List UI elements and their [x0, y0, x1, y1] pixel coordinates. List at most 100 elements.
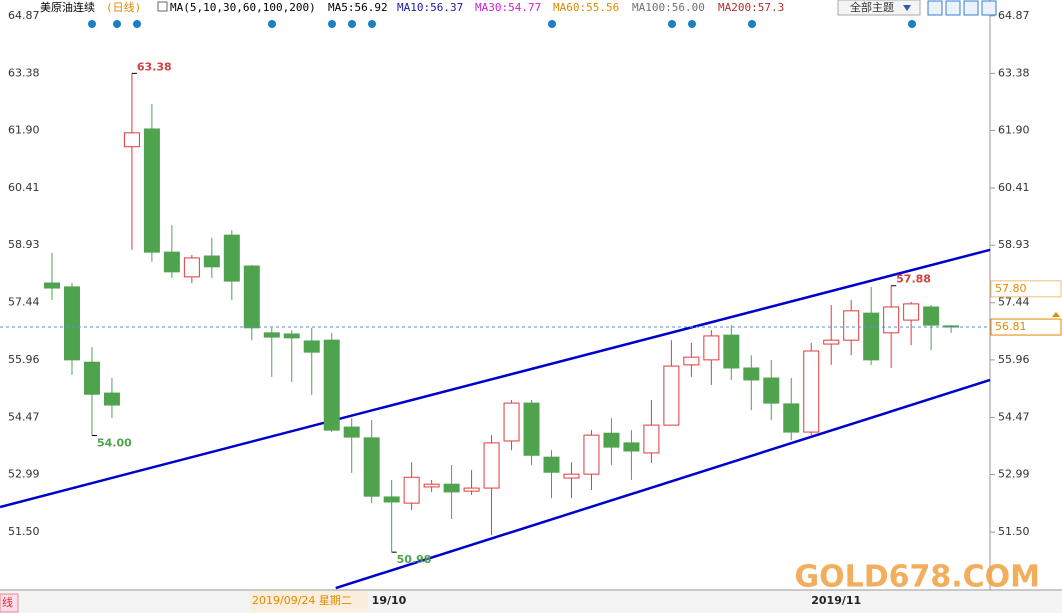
- candle-body: [843, 310, 860, 341]
- candle-body: [463, 487, 480, 492]
- price-arrow: [1052, 312, 1060, 318]
- icon-button[interactable]: [945, 0, 961, 16]
- y-tick-label: 63.38: [8, 66, 40, 79]
- event-dot[interactable]: [368, 20, 376, 28]
- candle-body: [323, 339, 340, 431]
- candle-body: [483, 442, 500, 489]
- left-tab[interactable]: 线: [2, 595, 13, 609]
- marker-label: 57.80: [995, 282, 1027, 295]
- y-tick-label: 58.93: [8, 238, 40, 251]
- price-box: [990, 318, 1062, 336]
- ma-legend: MA10:56.37: [397, 1, 463, 14]
- y-tick-label: 52.99: [8, 468, 40, 481]
- y-tick-label: 60.41: [8, 181, 40, 194]
- candle-body: [683, 356, 700, 366]
- candle-body: [723, 334, 740, 369]
- candle-body: [83, 361, 100, 395]
- event-dot[interactable]: [908, 20, 916, 28]
- icon-button[interactable]: [927, 0, 943, 16]
- indicator[interactable]: MA(5,10,30,60,100,200): [170, 1, 316, 14]
- candle-body: [143, 128, 160, 253]
- candle-body: [303, 340, 320, 353]
- icon-button[interactable]: [981, 0, 997, 16]
- y-tick-label: 55.96: [8, 353, 40, 366]
- event-dot[interactable]: [348, 20, 356, 28]
- candle-body: [743, 367, 760, 381]
- y-tick-label: 58.93: [998, 238, 1030, 251]
- candle-body: [203, 255, 220, 268]
- candle-body: [863, 312, 880, 361]
- event-dot[interactable]: [668, 20, 676, 28]
- candle-body: [523, 402, 540, 456]
- candle-body: [703, 335, 720, 361]
- trendline: [335, 378, 991, 590]
- cursor-box: [250, 591, 368, 611]
- left-tab-box[interactable]: [0, 593, 19, 613]
- candle-body: [283, 333, 300, 339]
- candle-body: [563, 473, 580, 479]
- candle-body: [383, 496, 400, 503]
- y-tick-label: 55.96: [998, 353, 1030, 366]
- y-tick-label: 57.44: [998, 296, 1030, 309]
- candle-body: [943, 325, 960, 328]
- low-label: 54.00: [97, 437, 132, 450]
- y-tick-label: 63.38: [998, 66, 1030, 79]
- x-tick-label: 19/10: [372, 594, 407, 607]
- candle-body: [443, 483, 460, 493]
- candle-body: [623, 442, 640, 452]
- marker-box: [990, 280, 1062, 298]
- icon-button[interactable]: [963, 0, 979, 16]
- candle-body: [503, 402, 520, 442]
- y-tick-label: 51.50: [998, 525, 1030, 538]
- y-tick-label: 54.47: [998, 410, 1030, 423]
- y-tick-label: 61.90: [8, 124, 40, 137]
- event-dot[interactable]: [113, 20, 121, 28]
- high-label: 57.88: [896, 273, 931, 286]
- topic-menu[interactable]: 全部主题: [850, 0, 894, 14]
- candle-body: [223, 234, 240, 282]
- indicator-icon[interactable]: [157, 1, 168, 12]
- y-tick-label: 52.99: [998, 468, 1030, 481]
- ma-legend: MA30:54.77: [475, 1, 541, 14]
- candle-body: [643, 424, 660, 454]
- candle-body: [63, 286, 80, 361]
- y-tick-label: 60.41: [998, 181, 1030, 194]
- candle-body: [823, 339, 840, 345]
- event-dot[interactable]: [748, 20, 756, 28]
- candle-body: [923, 306, 940, 326]
- candle-body: [423, 483, 440, 488]
- event-dot[interactable]: [328, 20, 336, 28]
- event-dot[interactable]: [268, 20, 276, 28]
- candle-body: [603, 432, 620, 448]
- candle-body: [123, 132, 140, 148]
- event-dot[interactable]: [88, 20, 96, 28]
- period[interactable]: (日线): [106, 0, 141, 14]
- trendline: [0, 248, 991, 509]
- ma-legend: MA200:57.3: [718, 1, 784, 14]
- event-dot[interactable]: [688, 20, 696, 28]
- candle-body: [883, 306, 900, 334]
- candle-body: [103, 392, 120, 406]
- y-tick-label: 64.87: [8, 9, 40, 22]
- candle-body: [803, 350, 820, 433]
- y-tick-label: 61.90: [998, 124, 1030, 137]
- candle-body: [263, 332, 280, 338]
- low-label: 50.98: [397, 553, 432, 566]
- candle-body: [243, 265, 260, 329]
- topic-dropdown[interactable]: [837, 0, 921, 16]
- event-dot[interactable]: [133, 20, 141, 28]
- candle-body: [44, 282, 60, 289]
- candle-body: [903, 303, 920, 321]
- candle-body: [163, 251, 180, 273]
- dropdown-arrow[interactable]: [903, 5, 911, 11]
- watermark: GOLD678.COM: [794, 560, 1040, 595]
- event-dot[interactable]: [548, 20, 556, 28]
- candle-body: [343, 426, 360, 438]
- y-tick-label: 64.87: [998, 9, 1030, 22]
- ma-legend: MA60:55.56: [553, 1, 619, 14]
- candle-body: [763, 377, 780, 404]
- event-markers: [88, 20, 916, 28]
- candle-body: [183, 257, 200, 278]
- ma-legend: MA5:56.92: [328, 1, 388, 14]
